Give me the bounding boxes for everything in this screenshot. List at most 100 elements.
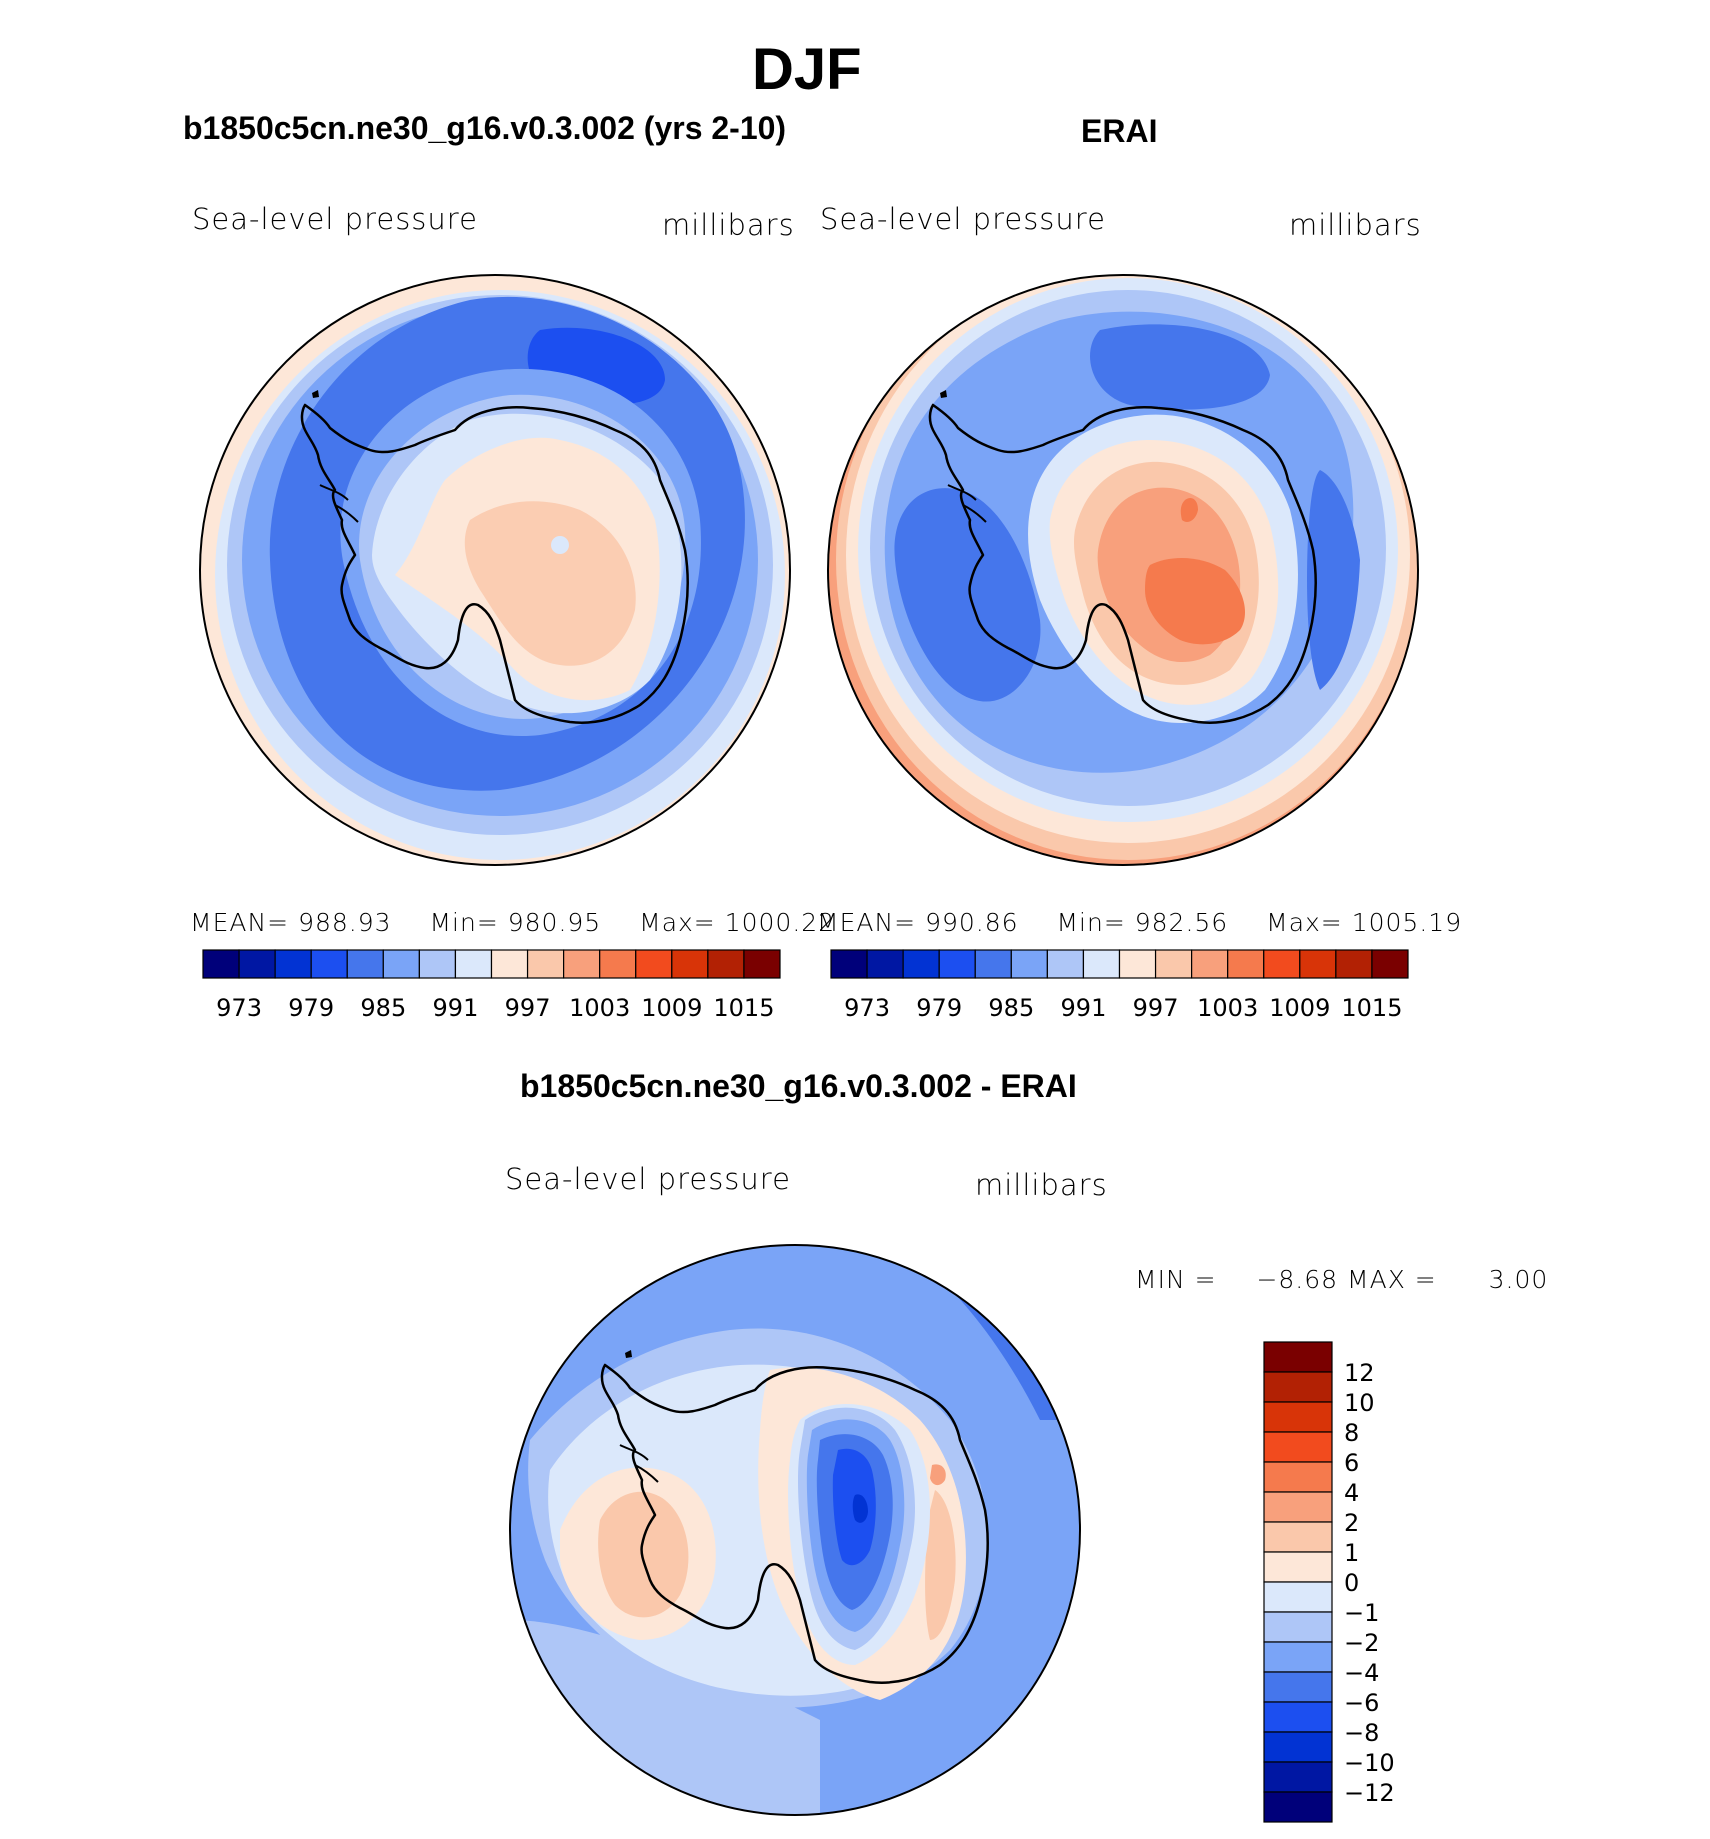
- panel2-max-label: Max=: [1266, 908, 1343, 937]
- p3-min-minus10: [852, 1494, 868, 1523]
- panel3-colorbar-swatch: [1263, 1341, 1333, 1373]
- panel2-colorbar-tick-label: 973: [844, 994, 890, 1022]
- panel2-colorbar-swatch: [1263, 949, 1301, 979]
- panel3-stats: MIN = −8.68 MAX = 3.00: [1135, 1265, 1548, 1294]
- panel3-colorbar-tick-label: 1: [1344, 1539, 1359, 1567]
- panel2-colorbar-swatch: [1371, 949, 1409, 979]
- panel3-variable-label: Sea-level pressure: [505, 1162, 791, 1196]
- panel3-colorbar-tick-label: −4: [1344, 1659, 1379, 1687]
- panel2-colorbar-swatch: [1191, 949, 1229, 979]
- panel1-map-border: [199, 274, 791, 866]
- panel2-min-value: 982.56: [1134, 908, 1229, 937]
- panel1-coastline: [300, 403, 689, 724]
- panel3-min-value: −8.68: [1256, 1265, 1339, 1294]
- panel1-colorbar-swatch: [310, 949, 348, 979]
- panel2-colorbar-swatch: [1082, 949, 1121, 979]
- panel3-colorbar-tick-label: −6: [1344, 1689, 1379, 1717]
- panel2-mean-label: MEAN=: [817, 908, 917, 937]
- panel2-colorbar-swatch: [1299, 949, 1337, 979]
- panel2-island: [940, 390, 947, 398]
- panel2-colorbar-tick-label: 997: [1133, 994, 1179, 1022]
- panel1-colorbar-swatch: [346, 949, 384, 979]
- panel3-map-border: [509, 1244, 1081, 1816]
- panel2-colorbar-swatch: [1227, 949, 1265, 979]
- panel3-colorbar-swatch: [1263, 1671, 1333, 1703]
- panel2-colorbar-swatch: [866, 949, 904, 979]
- panel2-colorbar: 973 979 985 991 997 1003 1009 1015: [830, 949, 1409, 1022]
- panel3-coastline: [600, 1363, 989, 1684]
- panel3-colorbar-swatch: [1263, 1521, 1333, 1553]
- panel1-colorbar-tick-label: 997: [505, 994, 551, 1022]
- panel3-colorbar-swatch: [1263, 1551, 1333, 1583]
- p2-low-west: [894, 488, 1041, 702]
- panel1-min-label: Min=: [429, 908, 499, 937]
- panel2-colorbar-tick-label: 985: [988, 994, 1034, 1022]
- panel2-colorbar-tick-label: 1003: [1197, 994, 1258, 1022]
- p2-low-east: [1307, 470, 1360, 690]
- panel3-colorbar-tick-label: −1: [1344, 1599, 1379, 1627]
- p2-spot: [1180, 498, 1198, 522]
- panel3-colorbar-swatch: [1263, 1371, 1333, 1403]
- panel3-colorbar-swatch: [1263, 1731, 1333, 1763]
- panel1-colorbar-tick-label: 991: [433, 994, 479, 1022]
- panel3-colorbar-swatch: [1263, 1791, 1333, 1823]
- p1-spot: [551, 536, 569, 554]
- panel3-colorbar-tick-label: −2: [1344, 1629, 1379, 1657]
- panel1-min-value: 980.95: [507, 908, 602, 937]
- panel2-map-border: [827, 274, 1419, 866]
- panel2-colorbar-swatch: [938, 949, 976, 979]
- panel3-max-label: MAX =: [1347, 1265, 1437, 1294]
- panel3-colorbar-tick-label: −12: [1344, 1779, 1395, 1807]
- panel1-colorbar-swatch: [635, 949, 673, 979]
- panel1-max-label: Max=: [639, 908, 716, 937]
- panel3-colorbar-tick-label: 6: [1344, 1449, 1359, 1477]
- panel2-coastline: [928, 403, 1317, 724]
- panel2-min-label: Min=: [1056, 908, 1126, 937]
- panel1-colorbar-tick-label: 973: [216, 994, 262, 1022]
- right-panel-title: ERAI: [1081, 113, 1158, 149]
- panel3-colorbar-swatch: [1263, 1611, 1333, 1643]
- panel2-units-label: millibars: [1289, 208, 1422, 242]
- panel1-colorbar-swatch: [202, 949, 240, 979]
- panel3-colorbar-tick-label: 0: [1344, 1569, 1359, 1597]
- panel1-colorbar-swatch: [274, 949, 312, 979]
- panel3-min-label: MIN =: [1135, 1265, 1217, 1294]
- panel1-max-value: 1000.22: [724, 908, 836, 937]
- p1-plateau-1000: [464, 501, 636, 666]
- panel3-colorbar-swatch: [1263, 1401, 1333, 1433]
- panel3-max-value: 3.00: [1488, 1265, 1549, 1294]
- p2-low-982: [1090, 324, 1270, 410]
- panel1-peninsula-detail: [319, 484, 359, 523]
- panel2-colorbar-swatch: [1154, 949, 1193, 979]
- panel3-colorbar-tick-label: 2: [1344, 1509, 1359, 1537]
- panel2-colorbar-tick-label: 1009: [1269, 994, 1330, 1022]
- panel2-colorbar-swatch: [1046, 949, 1085, 979]
- panel1-colorbar-tick-label: 1015: [713, 994, 774, 1022]
- panel2-colorbar-swatch: [1335, 949, 1373, 979]
- panel1-mean-value: 988.93: [298, 908, 392, 937]
- p3-west-plus2: [598, 1491, 689, 1618]
- panel2-colorbar-tick-label: 991: [1061, 994, 1107, 1022]
- panel3-units-label: millibars: [975, 1168, 1108, 1202]
- panel2-colorbar-tick-label: 979: [916, 994, 962, 1022]
- p3-east-plus2: [925, 1490, 956, 1640]
- p3-east-spot: [930, 1464, 946, 1486]
- panel3-colorbar-tick-label: 8: [1344, 1419, 1359, 1447]
- p2-ring-1006: [1145, 558, 1245, 645]
- panel2-colorbar-swatch: [974, 949, 1012, 979]
- panel3-colorbar-swatch: [1263, 1431, 1333, 1463]
- panel3-colorbar-swatch: [1263, 1491, 1333, 1523]
- panel1-colorbar-swatch: [526, 949, 565, 979]
- panel2-map: [828, 275, 1418, 865]
- left-panel-title: b1850c5cn.ne30_g16.v0.3.002 (yrs 2-10): [183, 110, 787, 146]
- panel1-colorbar-swatch: [418, 949, 457, 979]
- panel3-colorbar-tick-label: −8: [1344, 1719, 1379, 1747]
- panel1-stats: MEAN= 988.93 Min= 980.95 Max= 1000.22: [190, 908, 835, 937]
- panel2-colorbar-tick-label: 1015: [1341, 994, 1402, 1022]
- panel1-colorbar-swatch: [707, 949, 745, 979]
- panel1-colorbar-swatch: [671, 949, 709, 979]
- panel1-colorbar-tick-label: 1009: [641, 994, 702, 1022]
- panel1-colorbar-swatch: [743, 949, 781, 979]
